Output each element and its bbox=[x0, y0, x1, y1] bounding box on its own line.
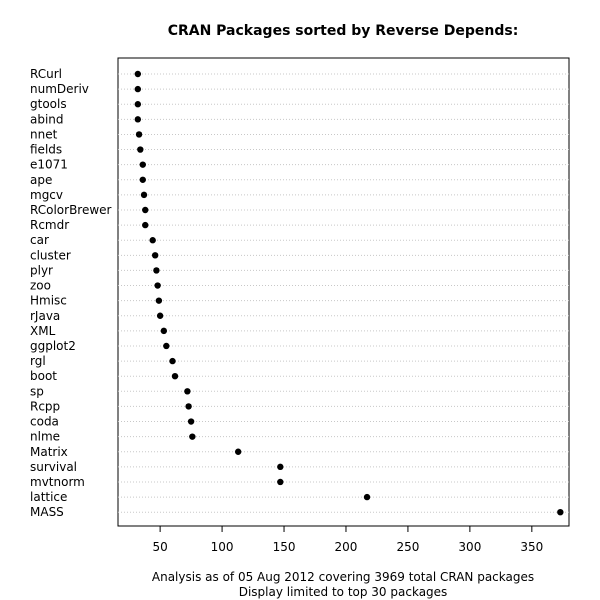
data-point bbox=[277, 463, 284, 471]
plot-frame bbox=[117, 57, 570, 527]
category-label: mgcv bbox=[30, 188, 63, 202]
data-point bbox=[151, 252, 159, 259]
category-label: Hmisc bbox=[30, 294, 67, 308]
data-point bbox=[155, 297, 163, 304]
category-label: Rcpp bbox=[30, 399, 60, 413]
category-label: RColorBrewer bbox=[30, 203, 112, 217]
category-label: e1071 bbox=[30, 158, 68, 172]
x-tick-label: 100 bbox=[211, 540, 234, 554]
data-point bbox=[149, 237, 156, 244]
data-point bbox=[363, 493, 371, 501]
category-label: Matrix bbox=[30, 445, 68, 459]
data-point bbox=[160, 327, 168, 335]
category-label: nlme bbox=[30, 430, 60, 444]
data-point bbox=[185, 403, 192, 410]
category-label: rgl bbox=[30, 354, 46, 368]
category-label: XML bbox=[30, 324, 56, 338]
caption-line-1: Analysis as of 05 Aug 2012 covering 3969… bbox=[152, 570, 534, 584]
data-point bbox=[135, 131, 143, 138]
category-label: rJava bbox=[30, 309, 60, 323]
data-point bbox=[134, 70, 142, 78]
data-point bbox=[139, 176, 146, 183]
grid-lines bbox=[118, 73, 569, 513]
data-point bbox=[189, 433, 196, 440]
category-label: MASS bbox=[30, 505, 64, 519]
x-tick-label: 350 bbox=[520, 540, 543, 554]
data-point bbox=[142, 206, 149, 214]
x-tick-label: 150 bbox=[273, 540, 296, 554]
category-label: coda bbox=[30, 415, 59, 429]
caption-line-2: Display limited to top 30 packages bbox=[239, 585, 448, 599]
data-point bbox=[184, 388, 191, 395]
category-label: nnet bbox=[30, 127, 58, 141]
category-label: sp bbox=[30, 384, 44, 398]
data-point bbox=[134, 85, 142, 93]
chart-title: CRAN Packages sorted by Reverse Depends: bbox=[168, 23, 519, 39]
data-point bbox=[171, 373, 179, 380]
data-point bbox=[154, 282, 161, 289]
category-label: ape bbox=[30, 173, 52, 187]
x-tick-label: 50 bbox=[152, 540, 167, 554]
category-label: mvtnorm bbox=[30, 475, 85, 489]
data-point bbox=[557, 508, 564, 516]
data-point bbox=[142, 221, 149, 229]
x-tick-label: 250 bbox=[396, 540, 419, 554]
data-point bbox=[234, 448, 242, 455]
data-point bbox=[156, 312, 164, 319]
category-label: fields bbox=[30, 143, 62, 157]
data-points bbox=[134, 70, 564, 516]
category-label: plyr bbox=[30, 263, 53, 277]
category-label: gtools bbox=[30, 97, 67, 111]
data-point bbox=[169, 357, 176, 365]
data-point bbox=[153, 267, 160, 274]
category-label: lattice bbox=[30, 490, 67, 504]
category-label: numDeriv bbox=[30, 82, 89, 96]
category-label: ggplot2 bbox=[30, 339, 76, 353]
category-label: RCurl bbox=[30, 67, 62, 81]
data-point bbox=[277, 478, 284, 486]
data-point bbox=[163, 342, 170, 350]
x-axis: 50 100 150 200 250 300 350 bbox=[152, 525, 543, 554]
category-label: boot bbox=[30, 369, 57, 383]
category-label: cluster bbox=[30, 248, 71, 262]
data-point bbox=[140, 191, 148, 199]
category-label: car bbox=[30, 233, 49, 247]
data-point bbox=[137, 146, 144, 153]
x-tick-label: 200 bbox=[335, 540, 358, 554]
data-point bbox=[187, 418, 195, 425]
data-point bbox=[134, 116, 142, 123]
category-label: abind bbox=[30, 112, 64, 126]
category-label: Rcmdr bbox=[30, 218, 69, 232]
category-label: survival bbox=[30, 460, 77, 474]
data-point bbox=[139, 161, 146, 168]
data-point bbox=[134, 101, 142, 108]
category-label: zoo bbox=[30, 279, 51, 293]
x-tick-label: 300 bbox=[458, 540, 481, 554]
